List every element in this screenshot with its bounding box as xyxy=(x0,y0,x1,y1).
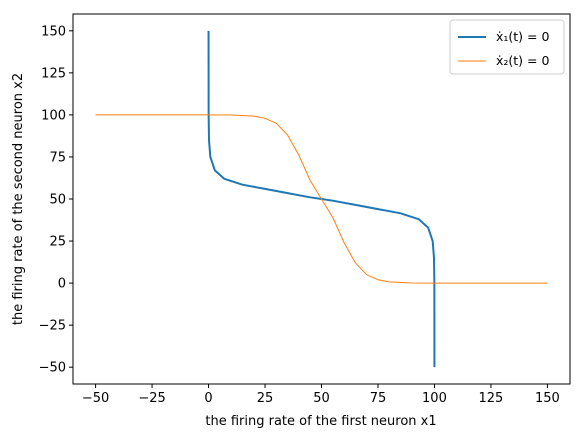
plot-lines xyxy=(95,30,548,368)
x-axis-label: the firing rate of the first neuron x1 xyxy=(205,414,436,429)
legend: ẋ₁(t) = 0 ẋ₂(t) = 0 xyxy=(449,19,565,75)
x-tick-label: −25 xyxy=(138,391,165,406)
y-axis-ticks: −50 −25 0 25 50 75 100 125 150 xyxy=(39,24,73,376)
x-tick-label: 75 xyxy=(370,391,387,406)
y-axis-label: the firing rate of the second neuron x2 xyxy=(11,73,26,325)
x-axis-ticks: −50 −25 0 25 50 75 100 125 150 xyxy=(82,384,560,406)
y-tick-label: −25 xyxy=(39,319,66,334)
x-tick-label: 25 xyxy=(257,391,274,406)
x-tick-label: 150 xyxy=(535,391,560,406)
y-tick-label: −50 xyxy=(39,361,66,376)
x-tick-label: 125 xyxy=(479,391,504,406)
legend-label-series-1: ẋ₁(t) = 0 xyxy=(496,29,549,44)
x-tick-label: 50 xyxy=(313,391,330,406)
y-tick-label: 25 xyxy=(49,235,66,250)
y-tick-label: 50 xyxy=(49,193,66,208)
y-tick-label: 150 xyxy=(41,24,66,39)
series-line-2 xyxy=(95,114,548,284)
y-tick-label: 0 xyxy=(58,277,66,292)
y-tick-label: 100 xyxy=(41,108,66,123)
legend-label-series-2: ẋ₂(t) = 0 xyxy=(496,53,549,68)
x-tick-label: 0 xyxy=(204,391,212,406)
x-tick-label: 100 xyxy=(422,391,447,406)
y-tick-label: 125 xyxy=(41,66,66,81)
x-tick-label: −50 xyxy=(82,391,109,406)
y-tick-label: 75 xyxy=(49,150,66,165)
